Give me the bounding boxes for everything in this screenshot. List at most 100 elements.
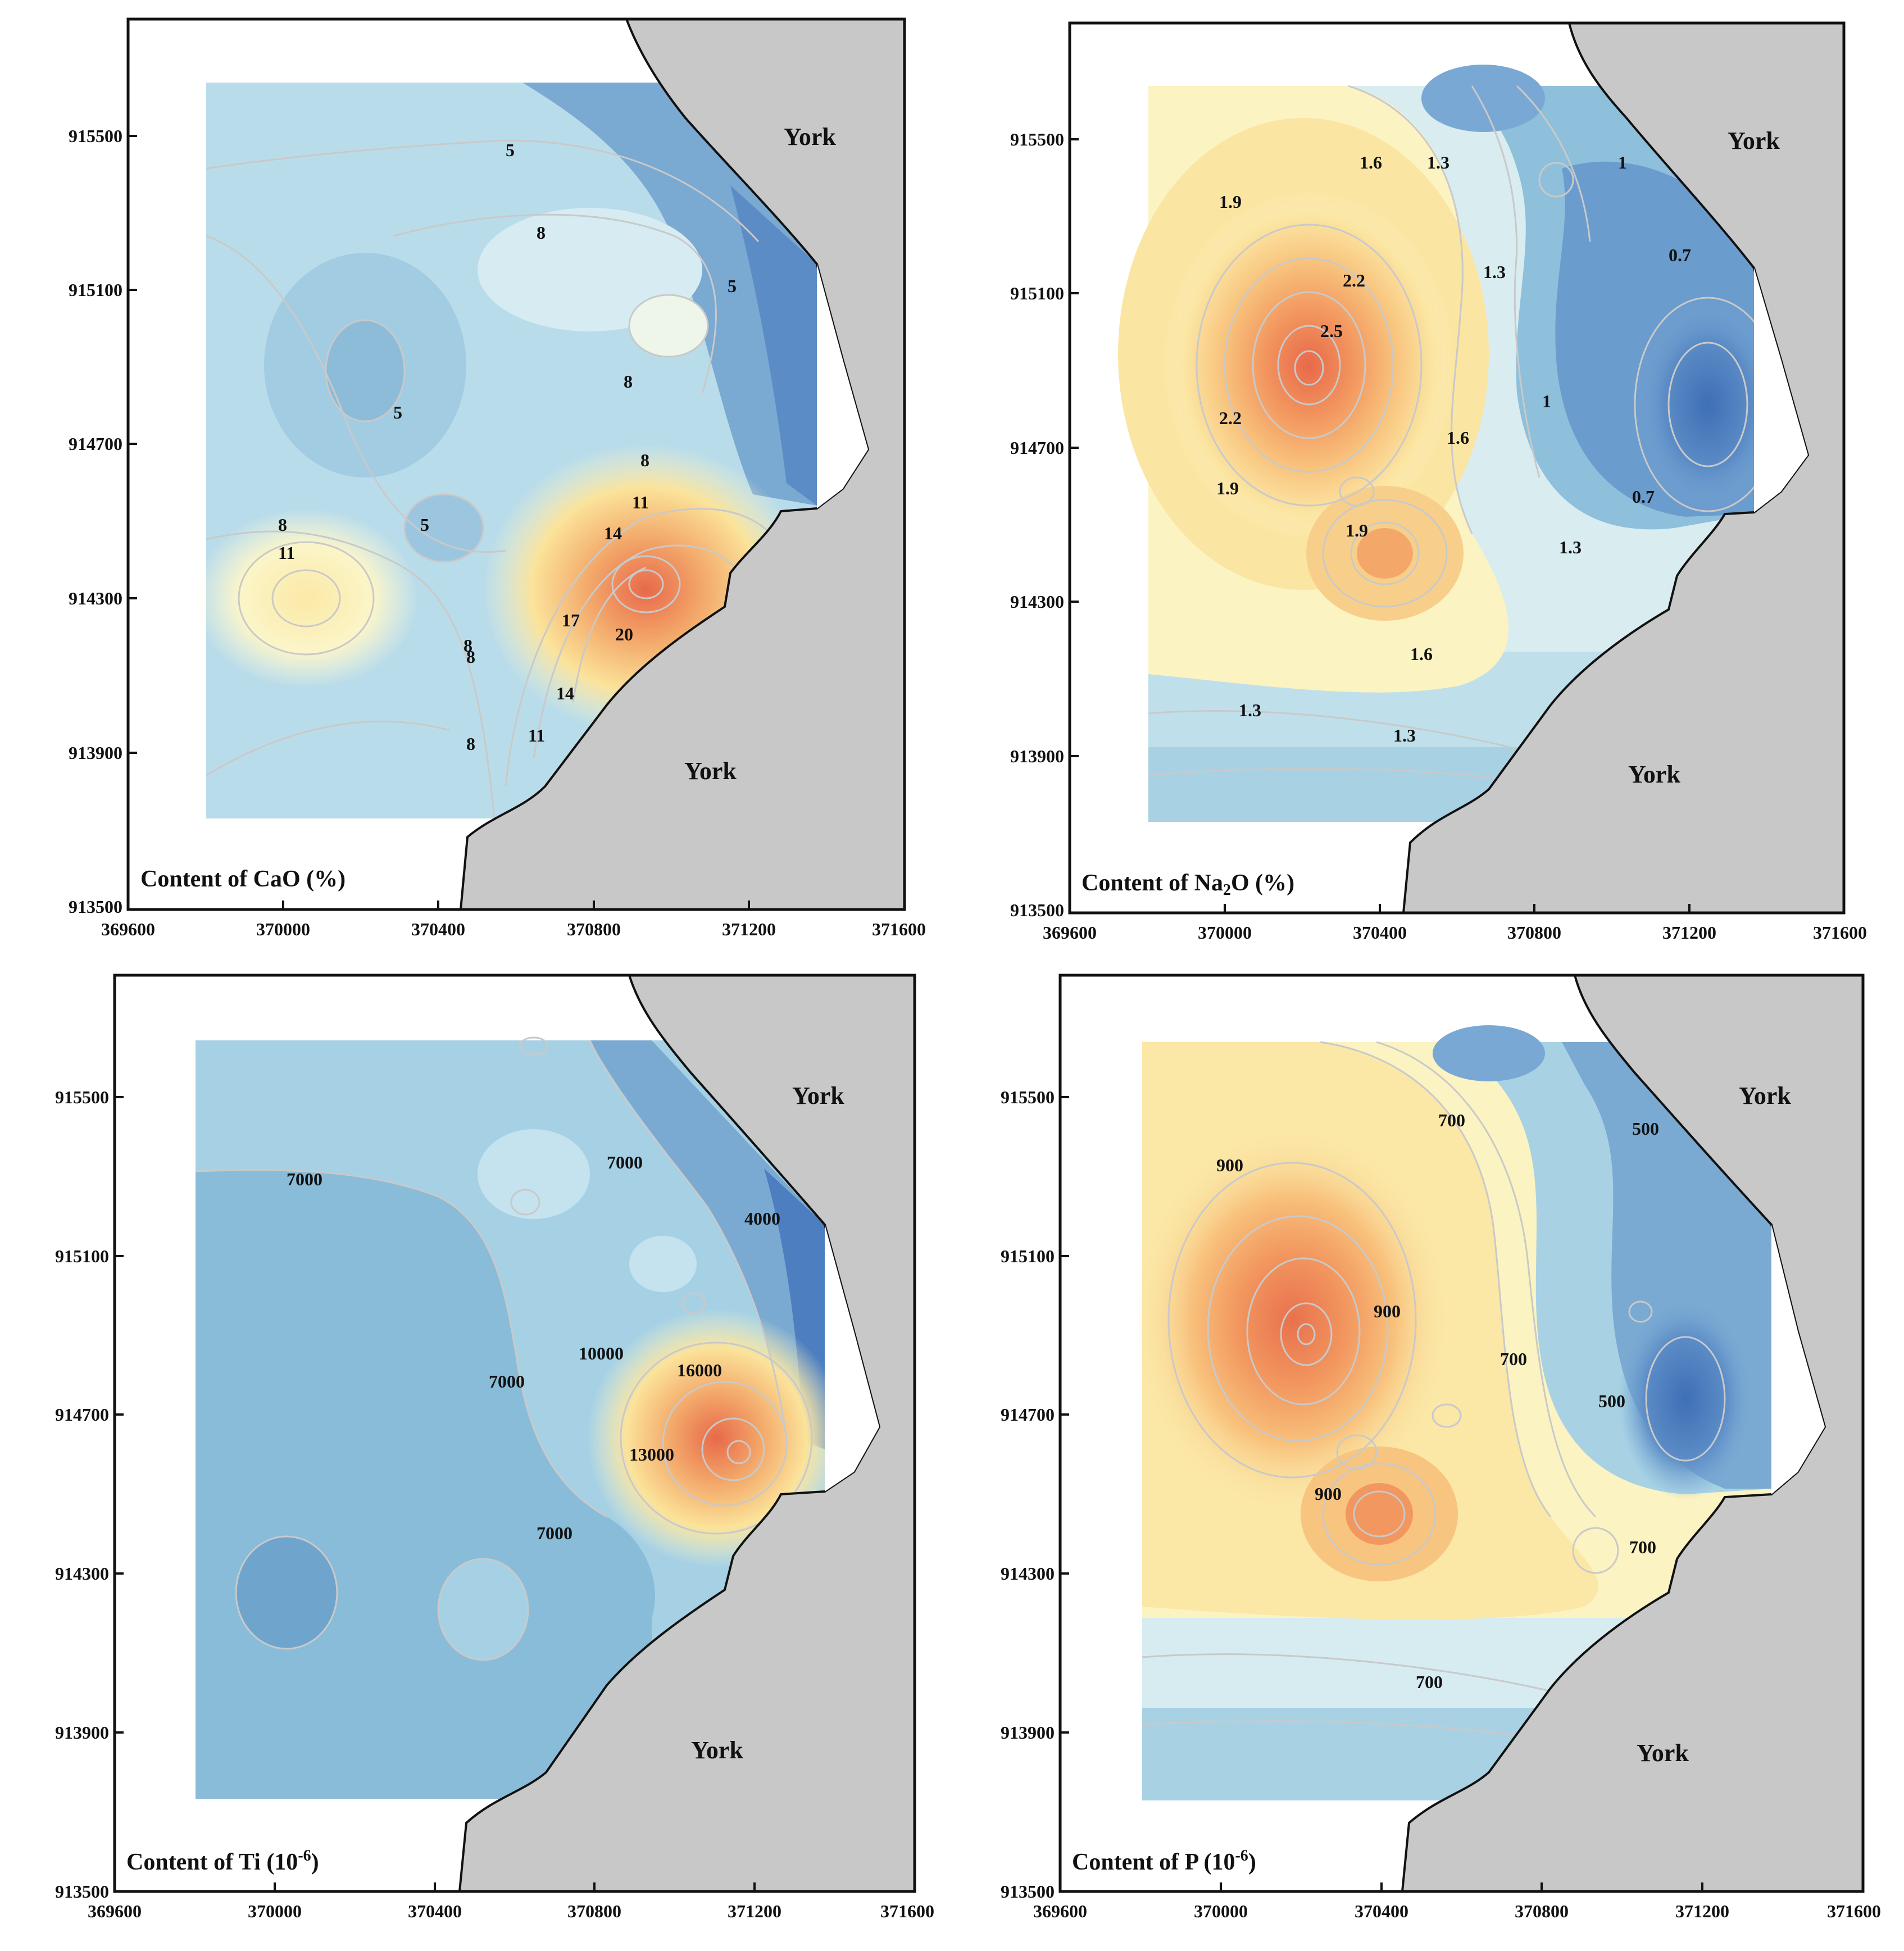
ti-y-tick-2: 914700: [55, 1404, 109, 1425]
cao-y-tick-3: 914300: [69, 588, 122, 608]
cao-label-18: 11: [528, 725, 545, 745]
cao-place-north: York: [784, 123, 836, 151]
p-label-5: 700: [1500, 1349, 1527, 1369]
ti-label-3: 4000: [744, 1208, 780, 1229]
cao-x-tick-2: 370400: [411, 919, 465, 939]
cao-y-axis: 915500 915100 914700 914300 913900 91350…: [69, 126, 137, 917]
p-x-tick-0: 369600: [1033, 1901, 1087, 1921]
cao-y-tick-2: 914700: [69, 434, 122, 454]
p-low-north: [1433, 1025, 1545, 1081]
ti-x-tick-4: 371200: [728, 1901, 781, 1921]
p-label-7: 900: [1315, 1484, 1342, 1504]
ti-label-1: 7000: [287, 1169, 322, 1189]
na2o-label-18: 1.3: [1393, 725, 1416, 745]
cao-warm-west: [194, 508, 419, 688]
cao-label-14: 20: [615, 624, 633, 644]
p-place-south: York: [1637, 1739, 1689, 1767]
cao-land: [459, 19, 905, 909]
ti-x-tick-3: 370800: [567, 1901, 621, 1921]
cao-dark-ne: [522, 83, 817, 506]
ti-y-tick-4: 913900: [55, 1722, 109, 1743]
na2o-x-tick-3: 370800: [1507, 922, 1561, 943]
p-coast-gap: [1771, 1225, 1825, 1494]
ti-low-sw: [236, 1536, 337, 1649]
ti-frame: [113, 974, 916, 1893]
p-frame: [1058, 974, 1865, 1893]
na2o-label-11: 1.6: [1447, 428, 1469, 448]
ti-coast-gap: [825, 1225, 879, 1491]
na2o-y-tick-4: 913900: [1010, 746, 1064, 766]
na2o-label-10: 1: [1542, 391, 1551, 411]
na2o-label-12: 1.9: [1216, 478, 1239, 498]
na2o-hot-core: [1163, 191, 1455, 539]
p-y-tick-3: 914300: [1001, 1563, 1055, 1584]
ti-x-tick-1: 370000: [248, 1901, 302, 1921]
ti-light-central: [478, 1129, 590, 1219]
cao-light-north-core: [629, 295, 708, 357]
panel-ti: 7000 7000 4000 10000 16000 7000 13000 70…: [55, 974, 934, 1921]
na2o-low-core: [1635, 298, 1781, 511]
p-x-tick-2: 370400: [1355, 1901, 1408, 1921]
ti-label-4: 10000: [579, 1343, 624, 1363]
panel-p: 700 500 900 900 700 500 900 700 700 York…: [1001, 974, 1881, 1921]
ti-light-south: [438, 1559, 528, 1660]
ti-y-tick-0: 915500: [55, 1087, 109, 1107]
na2o-label-7: 0.7: [1669, 245, 1691, 265]
na2o-low-north: [1421, 65, 1545, 132]
na2o-y-tick-2: 914700: [1010, 438, 1064, 458]
na2o-label-16: 1.6: [1410, 644, 1433, 664]
na2o-x-axis: 369600 370000 370400 370800 371200 37160…: [1043, 904, 1867, 943]
na2o-x-tick-4: 371200: [1662, 922, 1716, 943]
ti-y-tick-5: 913500: [55, 1881, 109, 1902]
cao-label-2: 8: [537, 222, 546, 243]
na2o-label-4: 1.9: [1219, 192, 1242, 212]
p-contour-labels: 700 500 900 900 700 500 900 700 700: [1216, 1110, 1659, 1692]
cao-label-16: 14: [556, 683, 574, 703]
cao-darker-ne: [730, 185, 817, 506]
cao-x-tick-0: 369600: [101, 919, 155, 939]
na2o-place-north: York: [1728, 127, 1780, 154]
cao-y-tick-4: 913900: [69, 743, 122, 763]
na2o-y-tick-3: 914300: [1010, 592, 1064, 612]
panel-cao: 5 8 5 8 5 8 5 8 11 8 11 14 17 20 8 14 8 …: [69, 17, 926, 939]
p-label-1: 700: [1438, 1110, 1465, 1130]
ti-label-8: 7000: [537, 1523, 572, 1543]
ti-x-tick-2: 370400: [408, 1901, 462, 1921]
na2o-coast-gap: [1754, 268, 1808, 512]
p-warm-south-core: [1346, 1483, 1413, 1545]
cao-label-13: 17: [562, 610, 580, 630]
ti-y-tick-1: 915100: [55, 1246, 109, 1266]
p-y-tick-2: 914700: [1001, 1404, 1055, 1425]
p-x-axis: 369600 370000 370400 370800 371200 37160…: [1033, 1882, 1881, 1921]
ti-light-central-2: [629, 1236, 697, 1292]
na2o-label-9: 2.2: [1219, 408, 1242, 428]
na2o-x-tick-0: 369600: [1043, 922, 1097, 943]
na2o-x-tick-2: 370400: [1353, 922, 1407, 943]
cao-x-tick-1: 370000: [256, 919, 310, 939]
cao-label-1: 5: [506, 140, 515, 160]
cao-place-south: York: [684, 757, 737, 785]
cao-coast-gap: [817, 264, 868, 508]
cao-x-tick-4: 371200: [722, 919, 776, 939]
cao-label-4: 8: [624, 371, 633, 392]
na2o-warm-south-core: [1357, 528, 1413, 579]
p-x-tick-5: 371600: [1827, 1901, 1881, 1921]
ti-land: [458, 975, 915, 1891]
ti-x-axis: 369600 370000 370400 370800 371200 37160…: [88, 1882, 934, 1921]
na2o-label-15: 1.3: [1559, 537, 1582, 557]
ti-y-axis: 915500 915100 914700 914300 913900 91350…: [55, 1087, 124, 1902]
p-y-tick-0: 915500: [1001, 1087, 1055, 1107]
cao-x-tick-3: 370800: [567, 919, 621, 939]
cao-label-17: 8: [466, 647, 475, 667]
p-label-8: 700: [1629, 1537, 1656, 1557]
ti-label-6: 7000: [489, 1371, 525, 1391]
cao-y-tick-0: 915500: [69, 126, 122, 146]
ti-label-5: 16000: [677, 1360, 722, 1380]
p-land: [1401, 975, 1863, 1891]
na2o-label-3: 1: [1618, 152, 1627, 172]
p-label-2: 500: [1632, 1118, 1659, 1139]
p-x-tick-3: 370800: [1515, 1901, 1569, 1921]
cao-label-10: 8: [463, 635, 472, 656]
cao-label-3: 5: [728, 276, 737, 296]
p-label-9: 700: [1416, 1672, 1443, 1692]
